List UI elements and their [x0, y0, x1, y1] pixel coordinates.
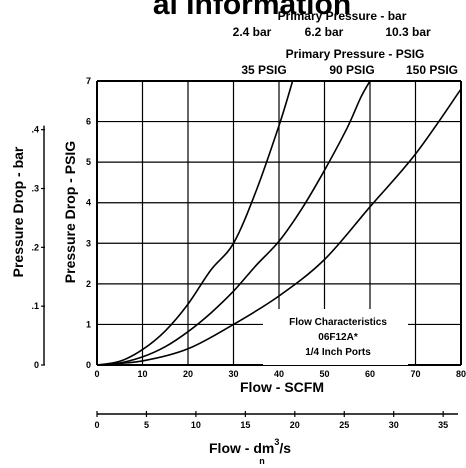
secondary-x-tick-label: 15	[240, 420, 250, 430]
secondary-x-tick-label: 20	[290, 420, 300, 430]
x-axis-title: Flow - SCFM	[240, 379, 324, 395]
secondary-x-tick-label: 25	[339, 420, 349, 430]
curve-150-psig	[96, 88, 462, 366]
tick-labels: 0 10 20 30 40 50 60 70 80 0 1 2 3 4 5 6 7	[86, 76, 466, 379]
y-tick-label: 1	[86, 319, 91, 329]
secondary-x-tick-label: 0	[94, 420, 99, 430]
annotation-line: 06F12A*	[318, 332, 358, 343]
curves	[96, 80, 462, 366]
y-tick-label: 0	[86, 360, 91, 370]
curve-35-psig	[96, 80, 294, 366]
secondary-x-title-superscript: 3	[274, 437, 279, 447]
annotation-line: 1/4 Inch Ports	[305, 347, 371, 358]
secondary-y-axis: 0 .1 .2 .3 .4	[31, 125, 45, 370]
x-tick-label: 40	[274, 369, 284, 379]
secondary-y-tick-label: 0	[34, 360, 39, 370]
annotation-line: Flow Characteristics	[289, 317, 387, 328]
header-psig-title: Primary Pressure - PSIG	[286, 47, 425, 61]
y-tick-label: 7	[86, 76, 91, 86]
x-tick-label: 20	[183, 369, 193, 379]
header-psig-value: 90 PSIG	[329, 63, 374, 77]
x-tick-label: 60	[365, 369, 375, 379]
y-tick-label: 2	[86, 279, 91, 289]
secondary-y-tick-label: .4	[31, 125, 39, 135]
secondary-x-title-subscript: n	[259, 456, 265, 466]
secondary-y-axis-title: Pressure Drop - bar	[10, 146, 26, 277]
secondary-x-tick-label: 30	[389, 420, 399, 430]
x-tick-label: 30	[228, 369, 238, 379]
header-psig-value: 35 PSIG	[241, 63, 286, 77]
annotation-box	[263, 309, 408, 365]
header-bar-title: Primary Pressure - bar	[278, 9, 407, 23]
secondary-x-tick-label: 10	[191, 420, 201, 430]
secondary-x-tick-label: 5	[144, 420, 149, 430]
header-psig-value: 150 PSIG	[406, 63, 458, 77]
secondary-y-tick-label: .2	[31, 242, 39, 252]
x-tick-label: 50	[319, 369, 329, 379]
secondary-x-title-end: /s	[279, 440, 291, 456]
header-bar-value: 10.3 bar	[385, 25, 431, 39]
page-heading: al Information	[153, 0, 351, 21]
y-tick-label: 4	[86, 198, 91, 208]
header-bar-value: 2.4 bar	[233, 25, 272, 39]
secondary-x-axis-title: Flow - dm3/s	[209, 437, 291, 456]
x-tick-label: 10	[137, 369, 147, 379]
x-tick-label: 70	[410, 369, 420, 379]
y-tick-label: 5	[86, 157, 91, 167]
y-tick-label: 3	[86, 238, 91, 248]
header-bar-value: 6.2 bar	[305, 25, 344, 39]
secondary-x-title-main: Flow - dm	[209, 440, 274, 456]
y-tick-label: 6	[86, 117, 91, 127]
x-tick-label: 80	[456, 369, 466, 379]
secondary-x-tick-label: 35	[438, 420, 448, 430]
curve-90-psig	[96, 80, 371, 366]
y-axis-title: Pressure Drop - PSIG	[62, 141, 78, 283]
secondary-x-axis: 0 5 10 15 20 25 30 35	[94, 411, 458, 430]
secondary-y-tick-label: .1	[31, 301, 39, 311]
secondary-y-tick-label: .3	[31, 184, 39, 194]
x-tick-label: 0	[94, 369, 99, 379]
